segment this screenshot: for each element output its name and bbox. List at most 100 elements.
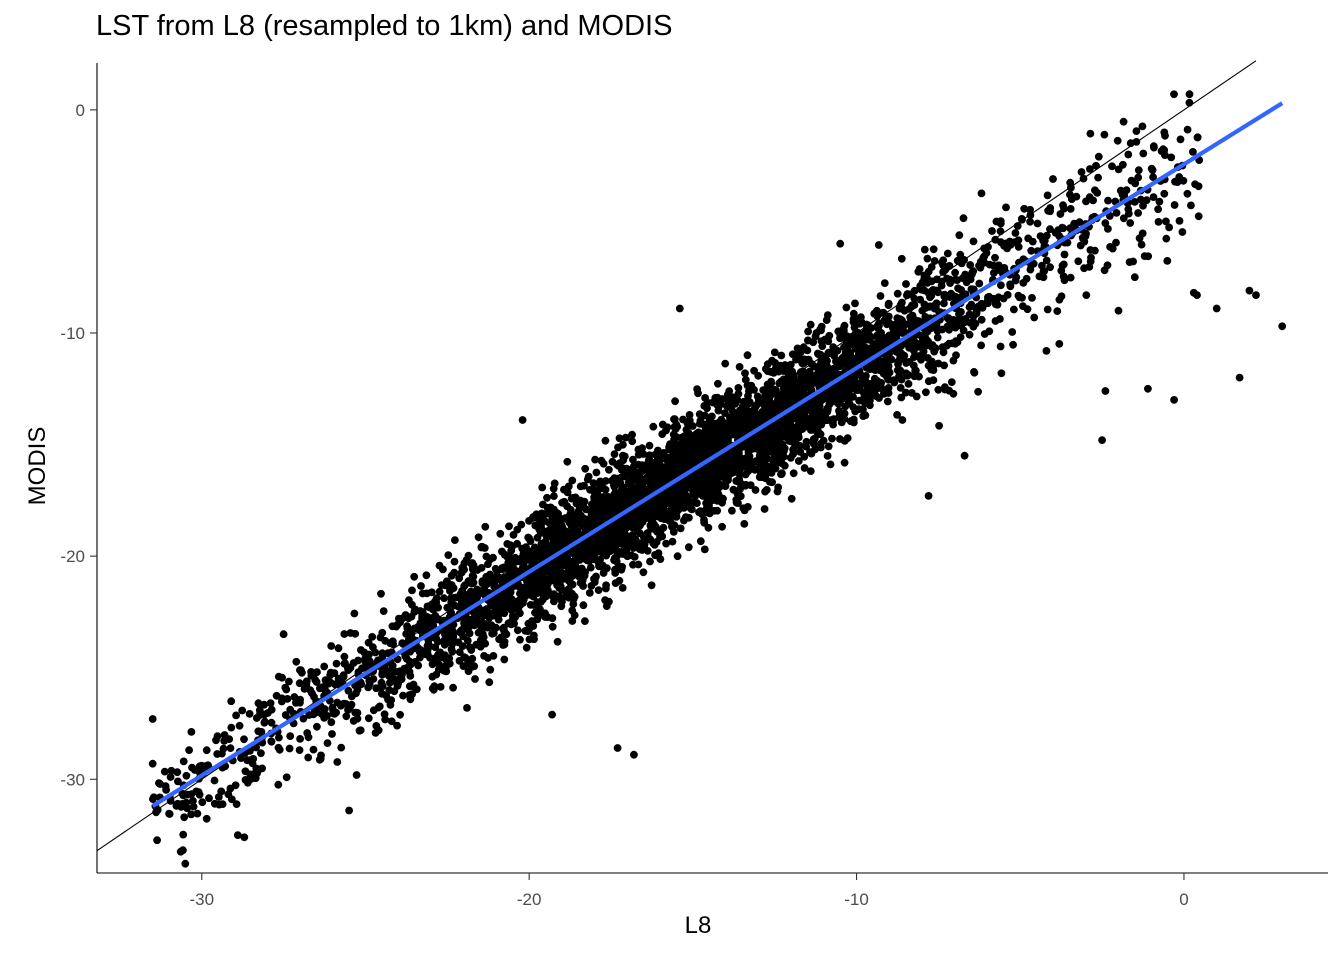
data-point	[873, 331, 881, 340]
data-point	[1026, 265, 1035, 274]
data-point	[977, 189, 986, 198]
data-point	[537, 509, 546, 518]
data-point	[722, 464, 730, 472]
data-point	[611, 569, 620, 577]
data-point	[921, 304, 930, 312]
data-point	[583, 475, 592, 484]
data-point	[734, 384, 743, 392]
data-point	[1092, 161, 1100, 170]
data-point	[902, 369, 910, 378]
data-point	[628, 430, 636, 439]
data-point	[522, 643, 531, 652]
data-point	[701, 411, 709, 420]
data-point	[734, 499, 742, 507]
data-point	[661, 464, 670, 473]
data-point	[977, 341, 985, 350]
y-tick-label: -30	[60, 770, 85, 789]
data-point	[1003, 291, 1012, 299]
data-point	[802, 442, 810, 451]
data-point	[397, 675, 406, 684]
data-point	[1278, 322, 1287, 331]
data-point	[684, 543, 693, 552]
data-point	[771, 359, 779, 367]
data-point	[816, 440, 825, 448]
data-point	[788, 350, 797, 359]
data-point	[703, 492, 712, 500]
data-point	[596, 511, 605, 519]
data-point	[714, 434, 723, 443]
data-point	[1163, 257, 1172, 265]
data-point	[803, 346, 812, 355]
data-point	[464, 657, 473, 666]
data-point	[409, 680, 418, 689]
data-point	[473, 566, 482, 574]
data-point	[352, 681, 361, 690]
data-point	[996, 227, 1005, 236]
data-point	[437, 581, 446, 589]
data-point	[969, 237, 978, 246]
data-point	[835, 394, 844, 403]
data-point	[1183, 125, 1192, 134]
data-point	[878, 385, 887, 394]
data-point	[1149, 173, 1157, 182]
data-point	[174, 777, 182, 786]
data-point	[1023, 305, 1032, 314]
data-point	[408, 690, 416, 699]
data-point	[337, 743, 346, 752]
data-point	[1009, 340, 1017, 349]
data-point	[1170, 90, 1178, 99]
data-point	[618, 584, 627, 592]
data-point	[538, 483, 547, 492]
data-point	[218, 800, 227, 808]
data-point	[1139, 149, 1148, 158]
data-point	[434, 651, 443, 659]
data-point	[1155, 197, 1164, 206]
data-point	[472, 590, 481, 599]
data-point	[728, 506, 736, 515]
data-point	[243, 778, 252, 787]
data-point	[662, 473, 671, 482]
data-point	[393, 655, 402, 664]
data-point	[183, 804, 192, 813]
data-point	[519, 595, 528, 604]
data-point	[1235, 373, 1244, 382]
data-point	[927, 365, 936, 374]
data-point	[875, 394, 883, 402]
data-point	[315, 755, 324, 764]
data-point	[849, 403, 858, 411]
data-point	[386, 678, 394, 687]
data-point	[1114, 306, 1123, 315]
data-point	[707, 446, 715, 454]
data-point	[379, 669, 388, 678]
data-point	[739, 455, 747, 464]
data-point	[932, 303, 940, 311]
data-point	[614, 443, 622, 452]
data-point	[634, 460, 643, 469]
data-point	[327, 642, 336, 650]
data-point	[182, 771, 191, 780]
data-point	[765, 427, 773, 436]
data-point	[620, 530, 629, 539]
data-point	[283, 695, 292, 703]
data-point	[839, 324, 848, 333]
data-point	[894, 323, 903, 332]
data-point	[465, 598, 474, 606]
data-point	[220, 737, 229, 745]
data-point	[594, 586, 603, 594]
data-point	[738, 402, 747, 410]
data-point	[408, 586, 416, 595]
data-point	[1130, 198, 1139, 206]
data-point	[875, 321, 883, 330]
data-point	[800, 386, 808, 395]
data-point	[245, 710, 254, 718]
data-point	[907, 290, 916, 299]
data-point	[872, 345, 881, 353]
data-point	[257, 749, 265, 758]
data-point	[369, 706, 378, 715]
data-point	[599, 493, 607, 501]
data-point	[576, 482, 585, 491]
data-point	[790, 414, 799, 423]
data-point	[615, 460, 624, 468]
data-point	[876, 292, 885, 300]
data-point	[541, 565, 550, 574]
